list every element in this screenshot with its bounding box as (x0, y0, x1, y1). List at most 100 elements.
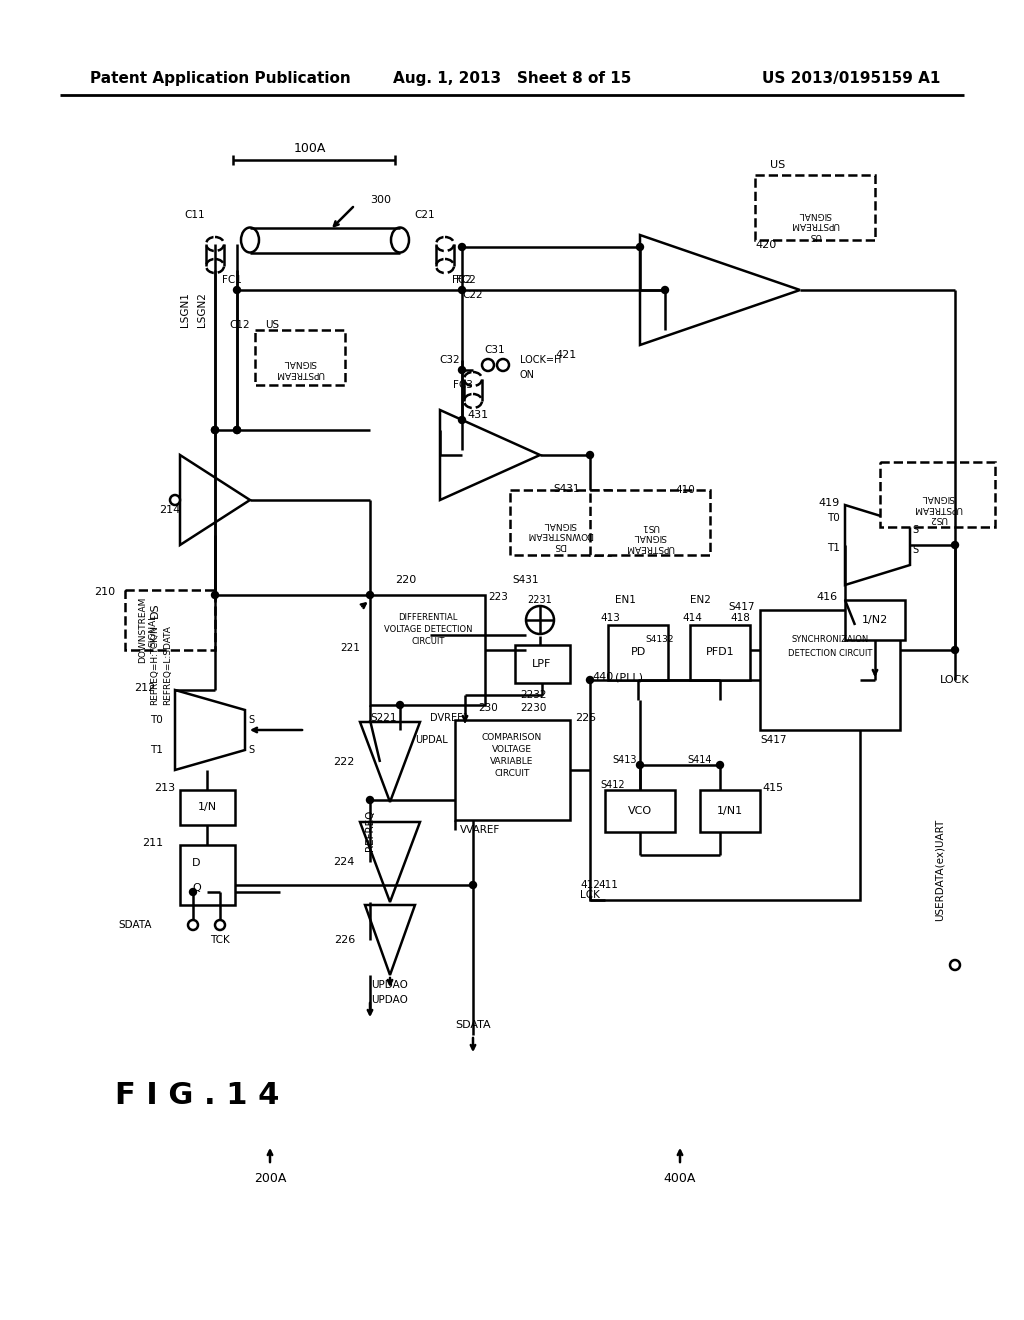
Text: 418: 418 (730, 612, 750, 623)
Circle shape (459, 243, 466, 251)
Bar (370, 595, 485, 705)
Text: SYNCHRONIZAION: SYNCHRONIZAION (792, 635, 868, 644)
Text: UPDAO: UPDAO (372, 995, 409, 1005)
Text: S221: S221 (370, 713, 396, 723)
Text: 415: 415 (762, 783, 783, 793)
Text: DOWNSTREAM
SIGNAL: DOWNSTREAM SIGNAL (138, 597, 158, 663)
Text: 414: 414 (682, 612, 701, 623)
Text: 226: 226 (334, 935, 355, 945)
Text: 220: 220 (395, 576, 416, 585)
Text: DS: DS (150, 602, 160, 618)
Ellipse shape (241, 227, 259, 252)
Text: US: US (770, 160, 785, 170)
Text: LCK: LCK (580, 890, 600, 900)
Circle shape (469, 882, 476, 888)
Text: 223: 223 (488, 591, 508, 602)
Circle shape (396, 701, 403, 709)
Circle shape (459, 417, 466, 424)
Text: UPDAO: UPDAO (372, 979, 409, 990)
Bar (255, 330, 345, 385)
Circle shape (482, 359, 494, 371)
Text: 413: 413 (600, 612, 620, 623)
Text: FC2: FC2 (456, 275, 476, 285)
Circle shape (662, 286, 669, 293)
Text: C12: C12 (229, 319, 250, 330)
Text: 300: 300 (370, 195, 391, 205)
Text: 416: 416 (817, 591, 838, 602)
Circle shape (459, 367, 466, 374)
Text: 212: 212 (134, 682, 155, 693)
Text: VCO: VCO (628, 807, 652, 816)
Ellipse shape (464, 372, 482, 385)
Text: FC3: FC3 (453, 380, 473, 389)
Text: US2
UPSTREAM
SIGNAL: US2 UPSTREAM SIGNAL (913, 494, 963, 523)
Text: EN1: EN1 (614, 595, 636, 605)
Text: 214: 214 (159, 506, 180, 515)
Circle shape (367, 591, 374, 598)
Text: DS
DOWNSTREAM
SIGNAL: DS DOWNSTREAM SIGNAL (526, 520, 593, 550)
Text: EN2: EN2 (689, 595, 711, 605)
Text: S: S (912, 545, 919, 554)
Bar (180, 845, 234, 906)
Text: US
UPSTREAM
SIGNAL: US UPSTREAM SIGNAL (791, 210, 840, 240)
Text: DVREF1: DVREF1 (430, 713, 469, 723)
Circle shape (170, 495, 180, 506)
Text: LSGN1: LSGN1 (180, 293, 190, 327)
Text: C32: C32 (439, 355, 461, 366)
Text: USERDATA(ex)UART: USERDATA(ex)UART (935, 818, 945, 921)
Text: US 2013/0195159 A1: US 2013/0195159 A1 (762, 70, 940, 86)
Circle shape (637, 243, 643, 251)
Text: S4132: S4132 (646, 635, 674, 644)
Bar (590, 490, 710, 554)
Text: LSGN2: LSGN2 (197, 293, 207, 327)
Circle shape (950, 960, 961, 970)
Text: VOLTAGE DETECTION: VOLTAGE DETECTION (384, 626, 472, 635)
Circle shape (215, 920, 225, 931)
Text: 221: 221 (340, 643, 360, 653)
Text: SDATA: SDATA (119, 920, 152, 931)
Text: 200A: 200A (254, 1172, 286, 1184)
Text: Patent Application Publication: Patent Application Publication (90, 70, 351, 86)
Text: 222: 222 (334, 756, 355, 767)
Ellipse shape (464, 393, 482, 408)
Circle shape (587, 451, 594, 458)
Text: US: US (265, 319, 280, 330)
Circle shape (951, 541, 958, 549)
Text: UPSTREAM
SIGNAL
US1: UPSTREAM SIGNAL US1 (626, 523, 675, 552)
Text: 224: 224 (334, 857, 355, 867)
Circle shape (212, 426, 218, 433)
Text: 230: 230 (478, 704, 498, 713)
Ellipse shape (391, 227, 409, 252)
Circle shape (212, 591, 218, 598)
Text: REFREQ=H:TCK/N: REFREQ=H:TCK/N (151, 626, 160, 705)
Text: SDATA: SDATA (456, 1020, 490, 1030)
Text: FC2: FC2 (452, 275, 472, 285)
Text: FC1: FC1 (222, 275, 242, 285)
Text: S417: S417 (728, 602, 755, 612)
Text: C21: C21 (415, 210, 435, 220)
Text: VARIABLE: VARIABLE (490, 758, 534, 767)
Text: TCK: TCK (210, 935, 229, 945)
Text: REFREQ: REFREQ (365, 809, 375, 850)
Text: T0: T0 (151, 715, 163, 725)
Text: LPF: LPF (532, 659, 552, 669)
Ellipse shape (206, 238, 224, 251)
Text: 2231: 2231 (527, 595, 552, 605)
Text: LOCK=H: LOCK=H (520, 355, 561, 366)
Text: VVAREF: VVAREF (460, 825, 501, 836)
Text: C11: C11 (184, 210, 206, 220)
Text: T1: T1 (827, 543, 840, 553)
Text: T0: T0 (827, 513, 840, 523)
Text: CIRCUIT: CIRCUIT (495, 770, 529, 779)
Text: D: D (193, 858, 201, 869)
Bar (608, 624, 668, 680)
Text: COMPARISON: COMPARISON (482, 734, 542, 742)
Circle shape (367, 796, 374, 804)
Bar (700, 789, 760, 832)
Text: PFD1: PFD1 (706, 647, 734, 657)
Text: 1/N2: 1/N2 (862, 615, 888, 624)
Circle shape (497, 359, 509, 371)
Text: 419: 419 (819, 498, 840, 508)
Text: C22: C22 (463, 290, 483, 300)
Bar (180, 789, 234, 825)
